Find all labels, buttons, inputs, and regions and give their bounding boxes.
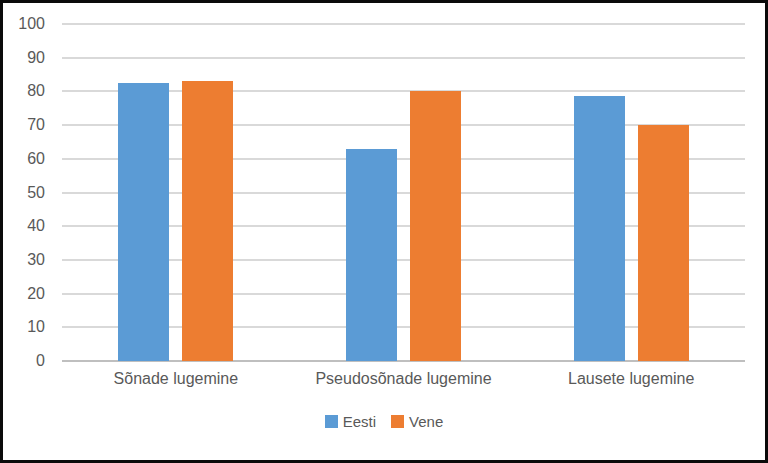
bar-eesti — [346, 149, 397, 361]
y-tick-label: 30 — [27, 252, 45, 268]
y-tick-label: 40 — [27, 218, 45, 234]
legend-item-vene: Vene — [391, 413, 443, 430]
y-tick-label: 90 — [27, 50, 45, 66]
y-tick-label: 20 — [27, 286, 45, 302]
plot-area — [62, 24, 745, 361]
legend-label: Vene — [409, 413, 443, 430]
category-label: Pseudosõnade lugemine — [290, 370, 518, 388]
bar-group — [517, 24, 745, 361]
legend-label: Eesti — [343, 413, 376, 430]
bars-layer — [62, 24, 745, 361]
y-tick-label: 100 — [18, 16, 45, 32]
bar-eesti — [118, 83, 169, 361]
y-tick-label: 70 — [27, 117, 45, 133]
y-tick-label: 50 — [27, 185, 45, 201]
bar-vene — [182, 81, 233, 361]
y-tick-label: 80 — [27, 83, 45, 99]
x-axis-labels: Sõnade lugeminePseudosõnade lugemineLaus… — [62, 370, 745, 388]
bar-vene — [638, 125, 689, 361]
bar-eesti — [574, 96, 625, 361]
legend: Eesti Vene — [3, 413, 765, 430]
y-tick-label: 60 — [27, 151, 45, 167]
y-axis: 0102030405060708090100 — [3, 24, 49, 361]
bar-group — [62, 24, 290, 361]
legend-swatch-eesti — [325, 415, 338, 428]
chart-frame: 0 10 20 30 40 50 60 70 80 90 100 Sõnade lugeminePs… — [0, 0, 768, 463]
category-label: Lausete lugemine — [517, 370, 745, 388]
category-label: Sõnade lugemine — [62, 370, 290, 388]
y-tick-label: 0 — [36, 353, 45, 369]
legend-swatch-vene — [391, 415, 404, 428]
bar-vene — [410, 91, 461, 361]
legend-item-eesti: Eesti — [325, 413, 376, 430]
bar-group — [290, 24, 518, 361]
y-tick-label: 10 — [27, 319, 45, 335]
